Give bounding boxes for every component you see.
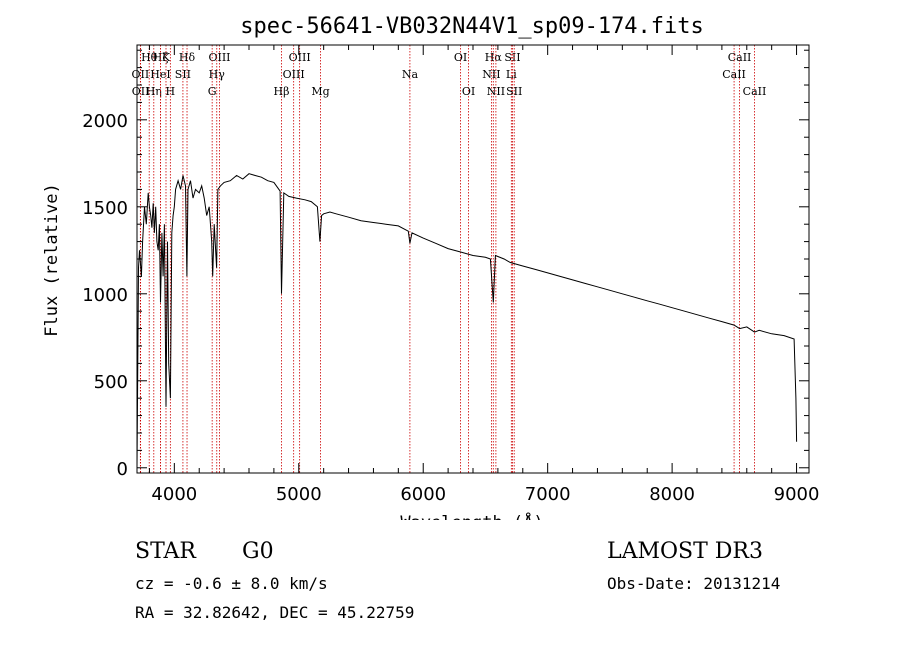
x-tick-label-5000: 5000 [276,484,322,505]
spectral-line-label-22: NII [487,85,505,98]
spectral-line-label-5: HeI [150,68,170,81]
spectral-line-label-2: OII [132,85,150,98]
spectral-line-label-18: OI [454,51,467,64]
x-axis-label: Wavelength (Å) [400,511,543,520]
spectral-line-label-9: Hδ [179,51,196,64]
x-tick-label-4000: 4000 [151,484,197,505]
y-tick-label-0: 0 [117,459,128,480]
spectral-line-label-3: Hη [146,85,162,98]
spectral-line-label-11: Hγ [209,68,226,81]
x-tick-label-7000: 7000 [525,484,571,505]
object-subclass: G0 [242,539,274,564]
object-class: STAR [135,539,196,564]
spectrum-chart: spec-56641-VB032N44V1_sp09-174.fits HθOI… [42,14,819,520]
y-tick-label-1500: 1500 [82,198,128,219]
spectral-line-label-27: CaII [722,68,746,81]
spectral-line-label-7: H [166,85,176,98]
survey-name: LAMOST DR3 [607,539,763,564]
spectral-line-label-21: NII [482,68,500,81]
spectral-line-label-14: OIII [283,68,305,81]
chart-title: spec-56641-VB032N44V1_sp09-174.fits [240,14,704,39]
plot-frame [136,44,810,474]
spectral-line-label-8: SII [175,68,191,81]
spectral-line-label-20: Hα [485,51,503,64]
x-tick-label-6000: 6000 [400,484,446,505]
spectral-line-label-24: Li [506,68,517,81]
ra-dec-coordinates: RA = 32.82642, DEC = 45.22759 [135,603,415,622]
spectral-line-label-19: OI [462,85,475,98]
observation-date: Obs-Date: 20131214 [607,574,781,593]
spectral-line-label-10: OIII [208,51,230,64]
x-tick-label-9000: 9000 [774,484,820,505]
spectral-line-label-17: Na [402,68,419,81]
spectral-line-label-13: OIII [289,51,311,64]
y-tick-label-2000: 2000 [82,111,128,132]
spectral-line-label-23: SII [504,51,520,64]
y-tick-label-1000: 1000 [82,285,128,306]
spectral-line-label-16: Mg [311,85,329,98]
spectral-line-label-6: K [162,51,171,64]
axis-ticks: 4000 5000 6000 7000 8000 9000 0 500 1000 1500 2000 [82,45,819,505]
spectral-line-label-15: Hβ [274,85,290,98]
y-axis-label: Flux (relative) [42,183,62,337]
redshift-value: cz = -0.6 ± 8.0 km/s [135,574,328,593]
x-tick-label-8000: 8000 [649,484,695,505]
spectrum-series-line [136,173,798,468]
spectral-line-label-26: CaII [728,51,752,64]
spectral-line-label-12: G [208,85,217,98]
spectral-line-label-28: CaII [743,85,767,98]
spectral-line-label-1: OII [132,68,150,81]
y-tick-label-500: 500 [94,372,128,393]
spectral-line-label-25: SII [506,85,522,98]
